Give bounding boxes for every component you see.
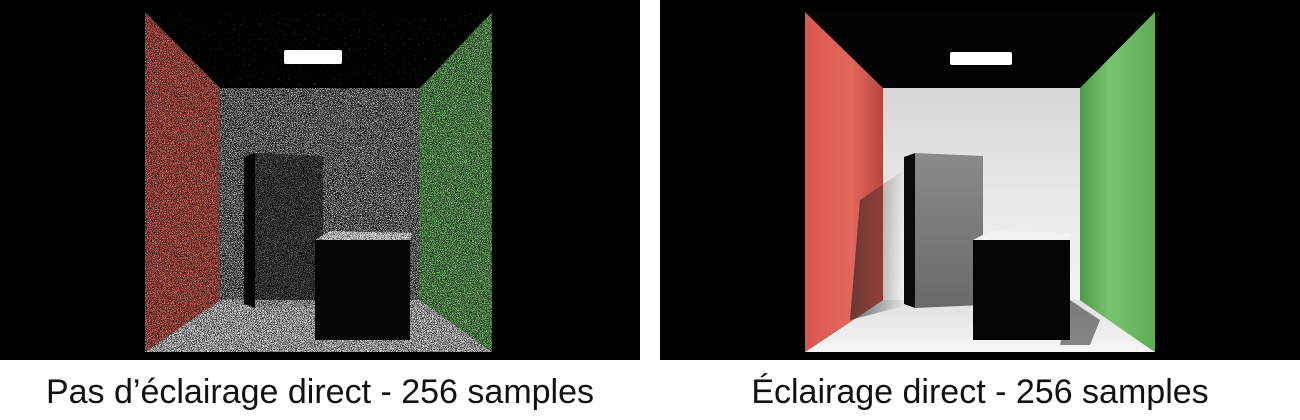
right-wall-green: [420, 12, 492, 352]
render-no-direct-lighting: [0, 0, 640, 360]
caption-no-direct-lighting: Pas d’éclairage direct - 256 samples: [45, 373, 595, 411]
short-block: [973, 231, 1072, 340]
short-block: [315, 231, 412, 340]
tall-block-shadow: [850, 170, 904, 320]
ceiling-light: [284, 50, 342, 64]
ceiling-light: [950, 52, 1012, 65]
cornell-box-noisy-image: [0, 0, 640, 360]
right-wall-green: [1080, 12, 1155, 352]
cornell-box-clean-image: [660, 0, 1300, 360]
left-wall-red: [145, 12, 220, 352]
render-direct-lighting: [660, 0, 1300, 360]
ceiling: [805, 12, 1155, 88]
tall-block: [904, 153, 983, 308]
tall-block: [244, 153, 323, 308]
caption-direct-lighting: Éclairage direct - 256 samples: [751, 373, 1209, 411]
